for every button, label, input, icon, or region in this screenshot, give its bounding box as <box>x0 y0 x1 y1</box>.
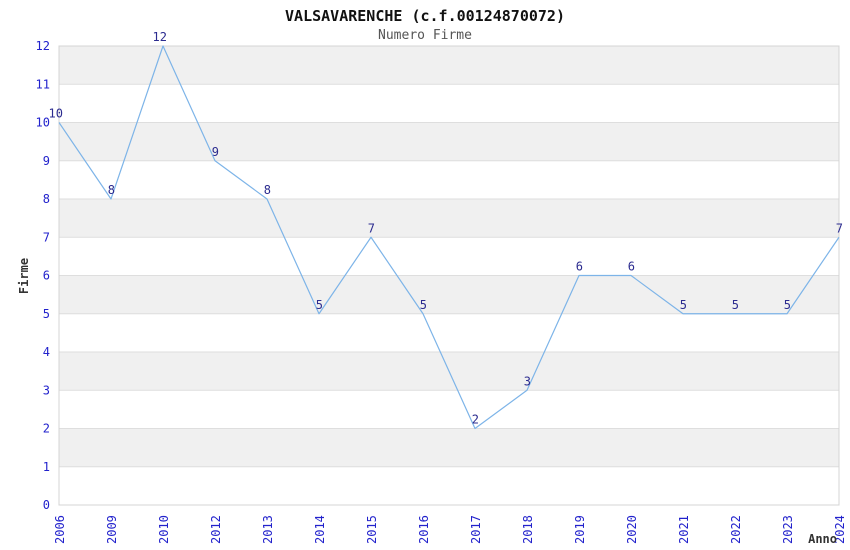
y-tick-label: 2 <box>43 422 50 436</box>
data-point-label: 5 <box>316 298 323 312</box>
y-tick-label: 9 <box>43 154 50 168</box>
x-axis-title: Anno <box>808 532 837 546</box>
data-point-label: 3 <box>524 374 531 388</box>
x-tick-label: 2015 <box>365 515 379 544</box>
x-tick-label: 2016 <box>417 515 431 544</box>
data-point-label: 6 <box>576 260 583 274</box>
chart-subtitle: Numero Firme <box>378 28 472 43</box>
chart-title: VALSAVARENCHE (c.f.00124870072) <box>285 7 565 25</box>
grid-band <box>59 199 839 238</box>
data-point-label: 5 <box>680 298 687 312</box>
x-tick-label: 2021 <box>677 515 691 544</box>
x-tick-label: 2013 <box>261 515 275 544</box>
grid-band <box>59 275 839 314</box>
x-tick-label: 2024 <box>833 515 847 544</box>
y-tick-label: 4 <box>43 345 50 359</box>
y-tick-label: 1 <box>43 460 50 474</box>
grid-band <box>59 428 839 467</box>
x-tick-label: 2020 <box>625 515 639 544</box>
x-tick-label: 2009 <box>105 515 119 544</box>
data-point-label: 9 <box>212 145 219 159</box>
x-tick-label: 2017 <box>469 515 483 544</box>
x-tick-label: 2012 <box>209 515 223 544</box>
y-tick-label: 10 <box>36 116 50 130</box>
grid-band <box>59 122 839 161</box>
x-tick-label: 2006 <box>53 515 67 544</box>
x-tick-label: 2023 <box>781 515 795 544</box>
y-tick-label: 12 <box>36 39 50 53</box>
data-point-label: 5 <box>732 298 739 312</box>
grid-band <box>59 46 839 85</box>
data-point-label: 10 <box>49 107 63 121</box>
y-tick-label: 6 <box>43 269 50 283</box>
data-point-label: 5 <box>420 298 427 312</box>
x-tick-label: 2014 <box>313 515 327 544</box>
y-tick-label: 3 <box>43 383 50 397</box>
data-point-label: 7 <box>836 221 843 235</box>
series-line <box>58 45 840 430</box>
x-tick-label: 2022 <box>729 515 743 544</box>
y-tick-label: 11 <box>36 77 50 91</box>
x-tick-label: 2010 <box>157 515 171 544</box>
data-point-label: 2 <box>472 413 479 427</box>
y-tick-label: 0 <box>43 498 50 512</box>
x-tick-label: 2018 <box>521 515 535 544</box>
data-point-label: 6 <box>628 260 635 274</box>
data-point-label: 8 <box>108 183 115 197</box>
data-point-label: 5 <box>784 298 791 312</box>
plot-border <box>58 45 840 506</box>
y-tick-label: 7 <box>43 230 50 244</box>
y-tick-label: 5 <box>43 307 50 321</box>
x-tick-label: 2019 <box>573 515 587 544</box>
y-axis-title: Firme <box>17 257 31 295</box>
data-point-label: 7 <box>368 221 375 235</box>
data-point-label: 12 <box>153 30 167 44</box>
y-tick-label: 8 <box>43 192 50 206</box>
data-point-label: 8 <box>264 183 271 197</box>
